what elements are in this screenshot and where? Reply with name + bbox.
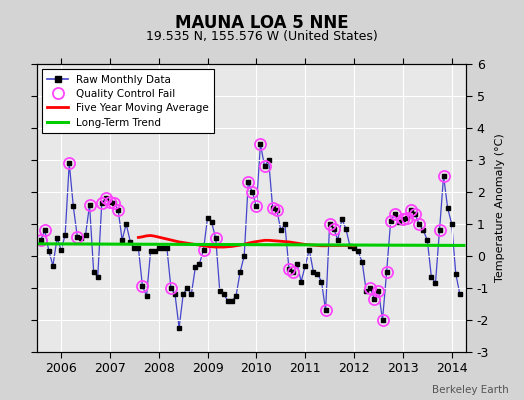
Text: MAUNA LOA 5 NNE: MAUNA LOA 5 NNE [175, 14, 349, 32]
Text: 19.535 N, 155.576 W (United States): 19.535 N, 155.576 W (United States) [146, 30, 378, 43]
Text: Berkeley Earth: Berkeley Earth [432, 385, 508, 395]
Y-axis label: Temperature Anomaly (°C): Temperature Anomaly (°C) [495, 134, 505, 282]
Legend: Raw Monthly Data, Quality Control Fail, Five Year Moving Average, Long-Term Tren: Raw Monthly Data, Quality Control Fail, … [42, 69, 214, 133]
